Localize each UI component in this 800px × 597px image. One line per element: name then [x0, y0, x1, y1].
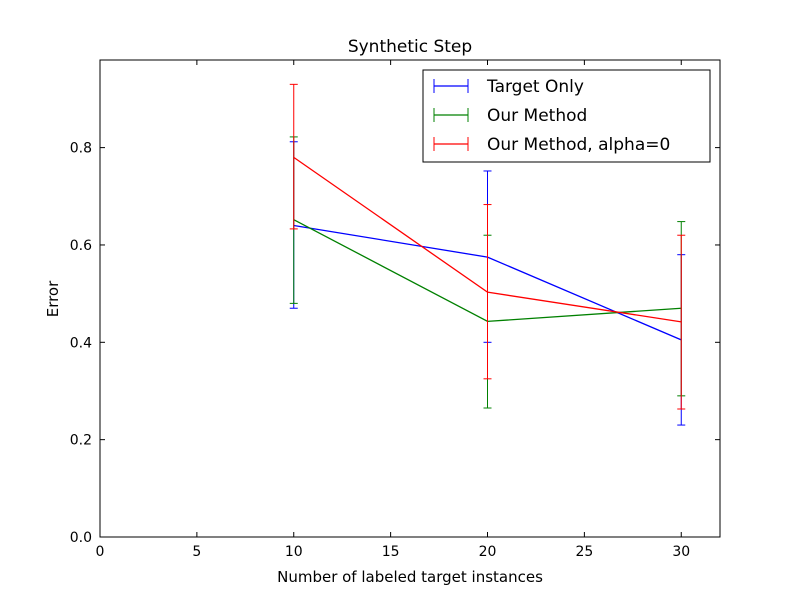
x-tick-label: 25	[575, 544, 593, 560]
error-bar	[677, 234, 686, 410]
y-tick-label: 0.6	[70, 238, 92, 254]
y-tick-label: 0.2	[70, 433, 92, 449]
x-tick-label: 5	[192, 544, 201, 560]
x-axis-label: Number of labeled target instances	[277, 568, 543, 586]
y-tick-label: 0.8	[70, 141, 92, 157]
legend-label: Our Method, alpha=0	[487, 135, 670, 155]
legend-entry: Target Only	[433, 77, 584, 97]
y-axis-label: Error	[44, 280, 62, 317]
legend-entry: Our Method	[433, 106, 587, 126]
legend-frame	[422, 69, 711, 163]
plot-area	[289, 83, 686, 426]
axis-ticks: 0 5 10 15 20 25 30 0.0 0.2 0.4 0.6 0.8	[70, 60, 720, 560]
legend-label: Target Only	[486, 77, 584, 97]
legend-entry: Our Method, alpha=0	[433, 135, 670, 155]
x-tick-label: 30	[672, 544, 690, 560]
y-tick-label: 0.0	[70, 530, 92, 546]
x-tick-label: 10	[285, 544, 303, 560]
x-tick-label: 15	[382, 544, 400, 560]
x-tick-label: 0	[96, 544, 105, 560]
chart-title: Synthetic Step	[348, 37, 472, 57]
series-3	[289, 83, 686, 410]
x-tick-label: 20	[479, 544, 497, 560]
error-bar	[483, 204, 492, 380]
y-tick-label: 0.4	[70, 335, 92, 351]
plot-frame	[99, 59, 721, 538]
error-bar	[289, 83, 298, 230]
legend-label: Our Method	[487, 106, 587, 126]
legend: Target Only Our Method Our Method, alpha=0	[422, 69, 711, 163]
